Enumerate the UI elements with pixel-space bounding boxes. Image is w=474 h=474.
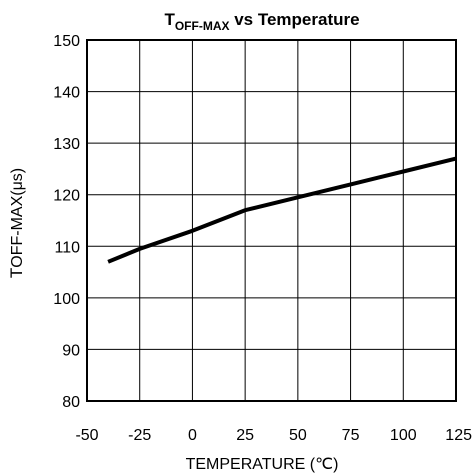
grid xyxy=(86,39,457,402)
chart-title: TOFF-MAX vs Temperature xyxy=(164,10,359,33)
y-tick-label: 110 xyxy=(54,239,80,256)
x-tick-label: 75 xyxy=(342,427,360,444)
x-tick-labels: -50 -25 0 25 50 75 100 125 xyxy=(75,427,472,444)
chart-title-subscript: OFF-MAX xyxy=(175,19,230,33)
x-axis-label: TEMPERATURE (℃) xyxy=(186,456,339,473)
y-tick-label: 100 xyxy=(53,291,80,308)
x-tick-label: 0 xyxy=(188,427,197,444)
x-tick-label: -50 xyxy=(75,427,98,444)
series-line xyxy=(107,156,457,264)
series-group xyxy=(107,156,457,264)
y-axis-label-prefix: T xyxy=(7,268,26,278)
y-tick-label: 80 xyxy=(62,394,80,411)
y-tick-labels: 80 90 100 110 120 130 140 150 xyxy=(53,33,80,411)
x-tick-label: 125 xyxy=(445,427,472,444)
y-axis-label: TOFF-MAX(μs) xyxy=(7,168,26,278)
y-tick-label: 150 xyxy=(53,33,80,50)
y-tick-label: 130 xyxy=(53,136,80,153)
y-axis-label-rest: OFF-MAX(μs) xyxy=(9,168,26,268)
y-tick-label: 90 xyxy=(62,342,80,359)
chart-title-prefix: T xyxy=(164,10,175,29)
x-tick-label: 100 xyxy=(390,427,417,444)
x-tick-label: 25 xyxy=(236,427,254,444)
x-tick-label: 50 xyxy=(289,427,307,444)
x-tick-label: -25 xyxy=(128,427,151,444)
y-tick-label: 120 xyxy=(53,188,80,205)
chart-title-suffix: vs Temperature xyxy=(229,10,359,29)
plot-frame xyxy=(86,39,457,402)
y-tick-label: 140 xyxy=(53,85,80,102)
